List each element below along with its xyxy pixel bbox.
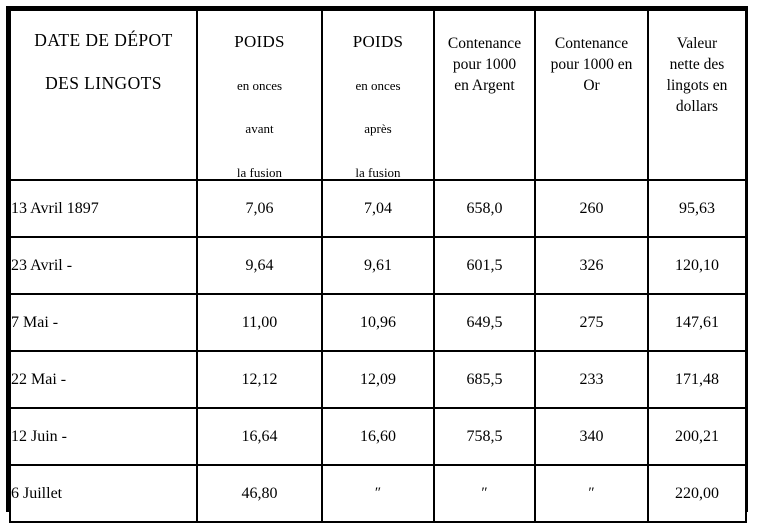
header-net-value-line-2: nette des: [669, 56, 725, 73]
header-weight-before-line-3: la fusion: [236, 165, 283, 180]
cell-silver-fineness: ″: [433, 464, 536, 523]
table-row: 23 Avril - 9,64 9,61 601,5 326 120,10: [9, 236, 747, 295]
cell-date: 23 Avril -: [9, 236, 198, 295]
header-gold-line-3: Or: [583, 77, 600, 94]
table-row: 13 Avril 1897 7,06 7,04 658,0 260 95,63: [9, 179, 747, 238]
header-weight-before-line-1: en onces: [236, 78, 283, 93]
header-weight-after-title: POIDS: [352, 32, 404, 51]
bullion-deposit-table: DATE DE DÉPOT DES LINGOTS POIDS en onces…: [9, 9, 747, 523]
header-date-line-1: DATE DE DÉPOT: [34, 30, 173, 50]
cell-net-value: 171,48: [647, 350, 747, 409]
header-cell-gold-fineness: Contenance pour 1000 en Or: [534, 9, 649, 181]
header-net-value-line-3: lingots en: [666, 77, 728, 94]
cell-net-value: 147,61: [647, 293, 747, 352]
cell-weight-before: 12,12: [196, 350, 323, 409]
table-header-row: DATE DE DÉPOT DES LINGOTS POIDS en onces…: [9, 9, 747, 181]
header-net-value-stack: Valeur nette des lingots en dollars: [649, 11, 745, 179]
cell-silver-fineness: 658,0: [433, 179, 536, 238]
header-silver-line-1: Contenance: [447, 35, 522, 52]
cell-date: 13 Avril 1897: [9, 179, 198, 238]
header-cell-net-value: Valeur nette des lingots en dollars: [647, 9, 747, 181]
cell-weight-before: 11,00: [196, 293, 323, 352]
cell-gold-fineness: ″: [534, 464, 649, 523]
header-gold-line-1: Contenance: [554, 35, 629, 52]
header-gold-line-2: pour 1000 en: [550, 56, 633, 73]
cell-gold-fineness: 260: [534, 179, 649, 238]
header-date-stack: DATE DE DÉPOT DES LINGOTS: [11, 11, 196, 179]
header-weight-before-stack: POIDS en onces avant la fusion: [198, 11, 321, 179]
cell-net-value: 200,21: [647, 407, 747, 466]
header-weight-before-title: POIDS: [234, 32, 285, 51]
header-weight-after-line-1: en onces: [355, 78, 401, 93]
header-gold-stack: Contenance pour 1000 en Or: [536, 11, 647, 179]
header-cell-silver-fineness: Contenance pour 1000 en Argent: [433, 9, 536, 181]
header-date-line-2: DES LINGOTS: [45, 72, 162, 93]
cell-silver-fineness: 685,5: [433, 350, 536, 409]
cell-net-value: 120,10: [647, 236, 747, 295]
header-weight-after-line-3: la fusion: [355, 165, 401, 180]
header-weight-after-line-2: après: [364, 121, 392, 136]
header-cell-weight-after: POIDS en onces après la fusion: [321, 9, 435, 181]
cell-weight-before: 16,64: [196, 407, 323, 466]
cell-weight-after: ″: [321, 464, 435, 523]
header-silver-stack: Contenance pour 1000 en Argent: [435, 11, 534, 179]
cell-gold-fineness: 275: [534, 293, 649, 352]
table-row: 7 Mai - 11,00 10,96 649,5 275 147,61: [9, 293, 747, 352]
table-row: 6 Juillet 46,80 ″ ″ ″ 220,00: [9, 464, 747, 523]
table-row: 22 Mai - 12,12 12,09 685,5 233 171,48: [9, 350, 747, 409]
header-silver-line-2: pour 1000: [452, 56, 517, 73]
cell-weight-before: 7,06: [196, 179, 323, 238]
cell-weight-after: 12,09: [321, 350, 435, 409]
cell-weight-before: 46,80: [196, 464, 323, 523]
cell-weight-after: 10,96: [321, 293, 435, 352]
table-row: 12 Juin - 16,64 16,60 758,5 340 200,21: [9, 407, 747, 466]
cell-weight-after: 16,60: [321, 407, 435, 466]
cell-silver-fineness: 758,5: [433, 407, 536, 466]
cell-net-value: 220,00: [647, 464, 747, 523]
header-net-value-line-4: dollars: [675, 98, 719, 115]
cell-date: 12 Juin -: [9, 407, 198, 466]
cell-gold-fineness: 340: [534, 407, 649, 466]
cell-date: 22 Mai -: [9, 350, 198, 409]
cell-weight-after: 7,04: [321, 179, 435, 238]
header-cell-date: DATE DE DÉPOT DES LINGOTS: [9, 9, 198, 181]
header-weight-before-line-2: avant: [245, 121, 274, 136]
cell-net-value: 95,63: [647, 179, 747, 238]
header-cell-weight-before: POIDS en onces avant la fusion: [196, 9, 323, 181]
header-silver-line-3: en Argent: [454, 77, 515, 94]
cell-silver-fineness: 649,5: [433, 293, 536, 352]
cell-date: 6 Juillet: [9, 464, 198, 523]
header-net-value-line-1: Valeur: [676, 35, 718, 52]
cell-silver-fineness: 601,5: [433, 236, 536, 295]
cell-gold-fineness: 326: [534, 236, 649, 295]
cell-date: 7 Mai -: [9, 293, 198, 352]
cell-weight-before: 9,64: [196, 236, 323, 295]
cell-gold-fineness: 233: [534, 350, 649, 409]
cell-weight-after: 9,61: [321, 236, 435, 295]
header-weight-after-stack: POIDS en onces après la fusion: [323, 11, 433, 179]
